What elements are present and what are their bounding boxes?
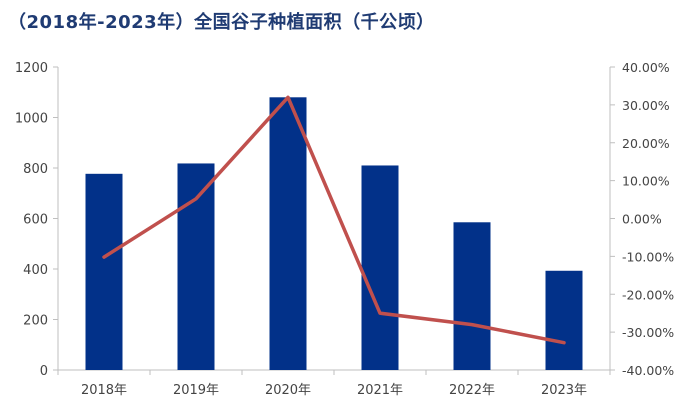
growth-line — [102, 95, 566, 345]
y-tick-label: 800 — [23, 162, 48, 177]
y2-tick-label: 40.00% — [622, 60, 670, 75]
x-tick-label: 2018年 — [81, 383, 127, 398]
x-tick-label: 2021年 — [357, 383, 403, 398]
bar — [361, 165, 399, 370]
bar — [545, 270, 583, 370]
x-tick-label: 2020年 — [265, 383, 311, 398]
y-tick-label: 600 — [23, 213, 48, 228]
y2-tick-label: -20.00% — [622, 287, 674, 302]
x-tick-label: 2022年 — [449, 383, 495, 398]
y-tick-label: 200 — [23, 314, 48, 329]
y2-tick-label: 20.00% — [622, 136, 670, 151]
y2-tick-label: 30.00% — [622, 98, 670, 113]
y-tick-label: 1200 — [15, 61, 48, 76]
x-tick-label: 2023年 — [541, 383, 587, 398]
y2-tick-label: -30.00% — [622, 325, 674, 340]
bar — [453, 222, 491, 370]
y-tick-label: 0 — [40, 364, 48, 379]
y-tick-label: 1000 — [15, 112, 48, 127]
y2-tick-label: -40.00% — [622, 363, 674, 378]
bar — [269, 97, 307, 371]
bar — [85, 173, 123, 370]
y2-tick-label: 0.00% — [622, 212, 662, 227]
chart-title: （2018年-2023年）全国谷子种植面积（千公顷） — [8, 12, 435, 33]
bar — [177, 163, 215, 370]
x-tick-label: 2019年 — [173, 383, 219, 398]
y2-tick-label: -10.00% — [622, 249, 674, 264]
y2-tick-label: 10.00% — [622, 174, 670, 189]
y-tick-label: 400 — [23, 263, 48, 278]
